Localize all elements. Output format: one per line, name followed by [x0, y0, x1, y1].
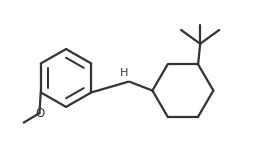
Text: H: H [120, 68, 128, 78]
Text: O: O [35, 107, 45, 120]
